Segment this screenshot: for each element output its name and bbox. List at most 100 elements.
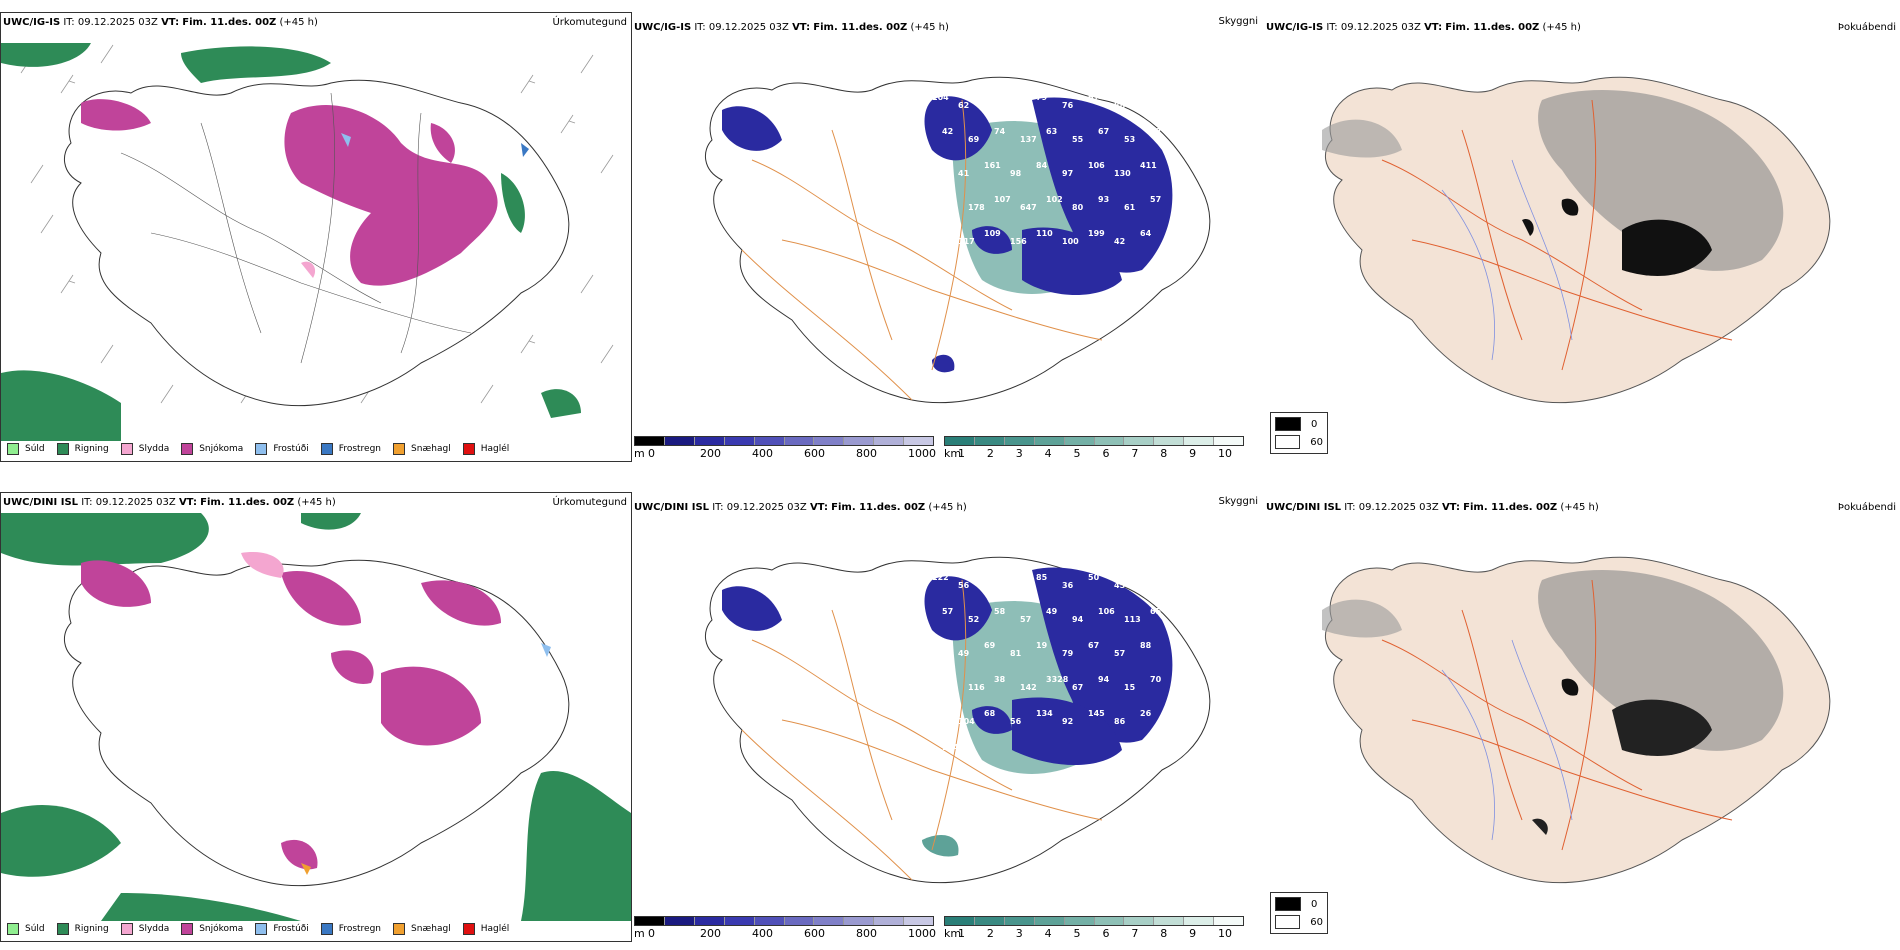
swatch-drizzle (7, 443, 19, 455)
elevation-label: 79 (1062, 649, 1074, 658)
colorbar-tick: 3 (1015, 927, 1023, 940)
elevation-label: 49 (958, 649, 970, 658)
colorbar-cell (1034, 437, 1065, 445)
colorbar-unit: km (944, 927, 962, 940)
colorbar-cell (814, 437, 845, 445)
vt-label: VT: (161, 17, 180, 28)
colorbar-cell (844, 437, 875, 445)
colorbar-cell (1184, 437, 1215, 445)
visibility-panel-row2: UWC/DINI ISL IT: 09.12.2025 03Z VT: Fim.… (632, 492, 1262, 942)
elevation-label: 63 (1046, 127, 1057, 136)
colorbar-tick: 200 (700, 447, 721, 460)
visibility-title: Skyggni (1218, 16, 1258, 27)
elevation-label: 67 (1098, 127, 1109, 136)
colorbar-cell (694, 917, 725, 925)
visibility-title: Skyggni (1218, 496, 1258, 507)
elevation-label: 106 (1088, 161, 1105, 170)
elevation-label: 67 (1072, 683, 1083, 692)
elevation-label: 142 (1020, 683, 1037, 692)
panel-header: UWC/DINI ISL IT: 09.12.2025 03Z VT: Fim.… (1266, 502, 1599, 513)
legend-item: Rigning (56, 443, 109, 455)
swatch-freezing-drizzle (255, 443, 268, 455)
colorbar-cell (974, 437, 1005, 445)
colorbar-tick: 9 (1189, 447, 1197, 460)
elevation-label: 74 (994, 127, 1006, 136)
elevation-label: 134 (1036, 709, 1053, 718)
road-network (1381, 99, 1733, 371)
colorbar-tick: 9 (1189, 927, 1197, 940)
init-time: IT: 09.12.2025 03Z (63, 17, 158, 28)
colorbar-tick: 5 (1073, 447, 1081, 460)
elevation-label: 50 (1088, 573, 1100, 582)
precip-map (1, 43, 614, 441)
elevation-label: 94 (1098, 675, 1110, 684)
colorbar-cell (664, 917, 695, 925)
colorbar-cell (754, 437, 785, 445)
colorbar-tick: 600 (804, 447, 825, 460)
visibility-map: 104 62 12 101 79 76 67 88 55 42 69 74 137 63 55 67 53 42 3… (704, 76, 1211, 404)
elevation-label: 101 (1010, 101, 1027, 110)
elevation-label: 64 (1140, 229, 1152, 238)
model-name: UWC/IG-IS (3, 17, 61, 28)
lead-time: (+45 h) (279, 17, 318, 28)
colorbar-unit: km (944, 447, 962, 460)
elevation-label: 45 (1114, 581, 1126, 590)
elevation-label: 108 (932, 709, 949, 718)
elevation-label: 38 (994, 675, 1006, 684)
elevation-label: 411 (1140, 161, 1157, 170)
colorbar-tick: 1000 (908, 447, 936, 460)
precip-legend: Súld Rigning Slydda Snjókoma Frostúði Fr… (7, 443, 521, 455)
elevation-label: 65 (1150, 607, 1162, 616)
precip-panel-row2: UWC/DINI ISL IT: 09.12.2025 03Z VT: Fim.… (0, 492, 632, 942)
elevation-label: 130 (1114, 169, 1131, 178)
colorbar-tick: 400 (752, 447, 773, 460)
colorbar-cell (635, 917, 665, 925)
colorbar-tick: 1000 (908, 927, 936, 940)
elevation-label: 53 (1124, 135, 1135, 144)
elevation-label: 88 (1114, 101, 1126, 110)
colorbar-tick: 4 (1044, 927, 1052, 940)
legend-item: Haglél (462, 443, 509, 455)
elevation-label: 42 (942, 127, 953, 136)
colorbar-tick: 10 (1218, 447, 1232, 460)
colorbar-cell (1154, 917, 1185, 925)
elevation-label: 62 (958, 101, 969, 110)
elevation-label: 76 (1062, 101, 1074, 110)
elevation-label: 41 (958, 169, 970, 178)
fog-title: Þokuábendi (1837, 22, 1896, 33)
elevation-label: 67 (1088, 641, 1099, 650)
fog-legend: 0 60 (1270, 412, 1328, 454)
colorbar-cell (724, 437, 755, 445)
iceland-outline (63, 79, 570, 407)
colorbar-tick: 800 (856, 927, 877, 940)
colorbar-cell (1004, 437, 1035, 445)
visibility-map: 122 56 85 98 85 36 50 45 63 57 52 58 57 49 94 106 113 65 4… (704, 556, 1211, 884)
precip-map (1, 513, 631, 921)
elevation-label: 68 (984, 709, 996, 718)
precip-title: Úrkomutegund (552, 497, 627, 508)
elevation-label: 178 (968, 203, 985, 212)
colorbar-tick: 0 (648, 927, 655, 940)
elevation-label: 69 (984, 641, 996, 650)
elevation-label: 161 (984, 161, 1001, 170)
colorbar-cell (1124, 917, 1155, 925)
elevation-label: 57 (1020, 615, 1031, 624)
colorbar-cell (1154, 437, 1185, 445)
colorbar-cell (1064, 917, 1095, 925)
elevation-label: 104 (958, 717, 975, 726)
legend-item: Frostregn (320, 443, 381, 455)
colorbar-cell (945, 917, 975, 925)
elevation-label: 109 (984, 229, 1001, 238)
visibility-colorbar: km 1 2 3 4 5 6 7 8 9 10 (944, 916, 1244, 940)
colorbar-cell (874, 437, 905, 445)
colorbar-tick: 6 (1102, 927, 1110, 940)
panel-header: UWC/IG-IS IT: 09.12.2025 03Z VT: Fim. 11… (634, 22, 949, 33)
elevation-label: 57 (1150, 195, 1161, 204)
colorbar-tick: 6 (1102, 447, 1110, 460)
elevation-label: 57 (942, 607, 953, 616)
visibility-panel-row1: UWC/IG-IS IT: 09.12.2025 03Z VT: Fim. 11… (632, 12, 1262, 462)
elevation-label: 42 (1150, 127, 1161, 136)
elevation-label: 107 (994, 195, 1011, 204)
height-colorbar: m 0 200 400 600 800 1000 (634, 436, 936, 460)
colorbar-cell (874, 917, 905, 925)
